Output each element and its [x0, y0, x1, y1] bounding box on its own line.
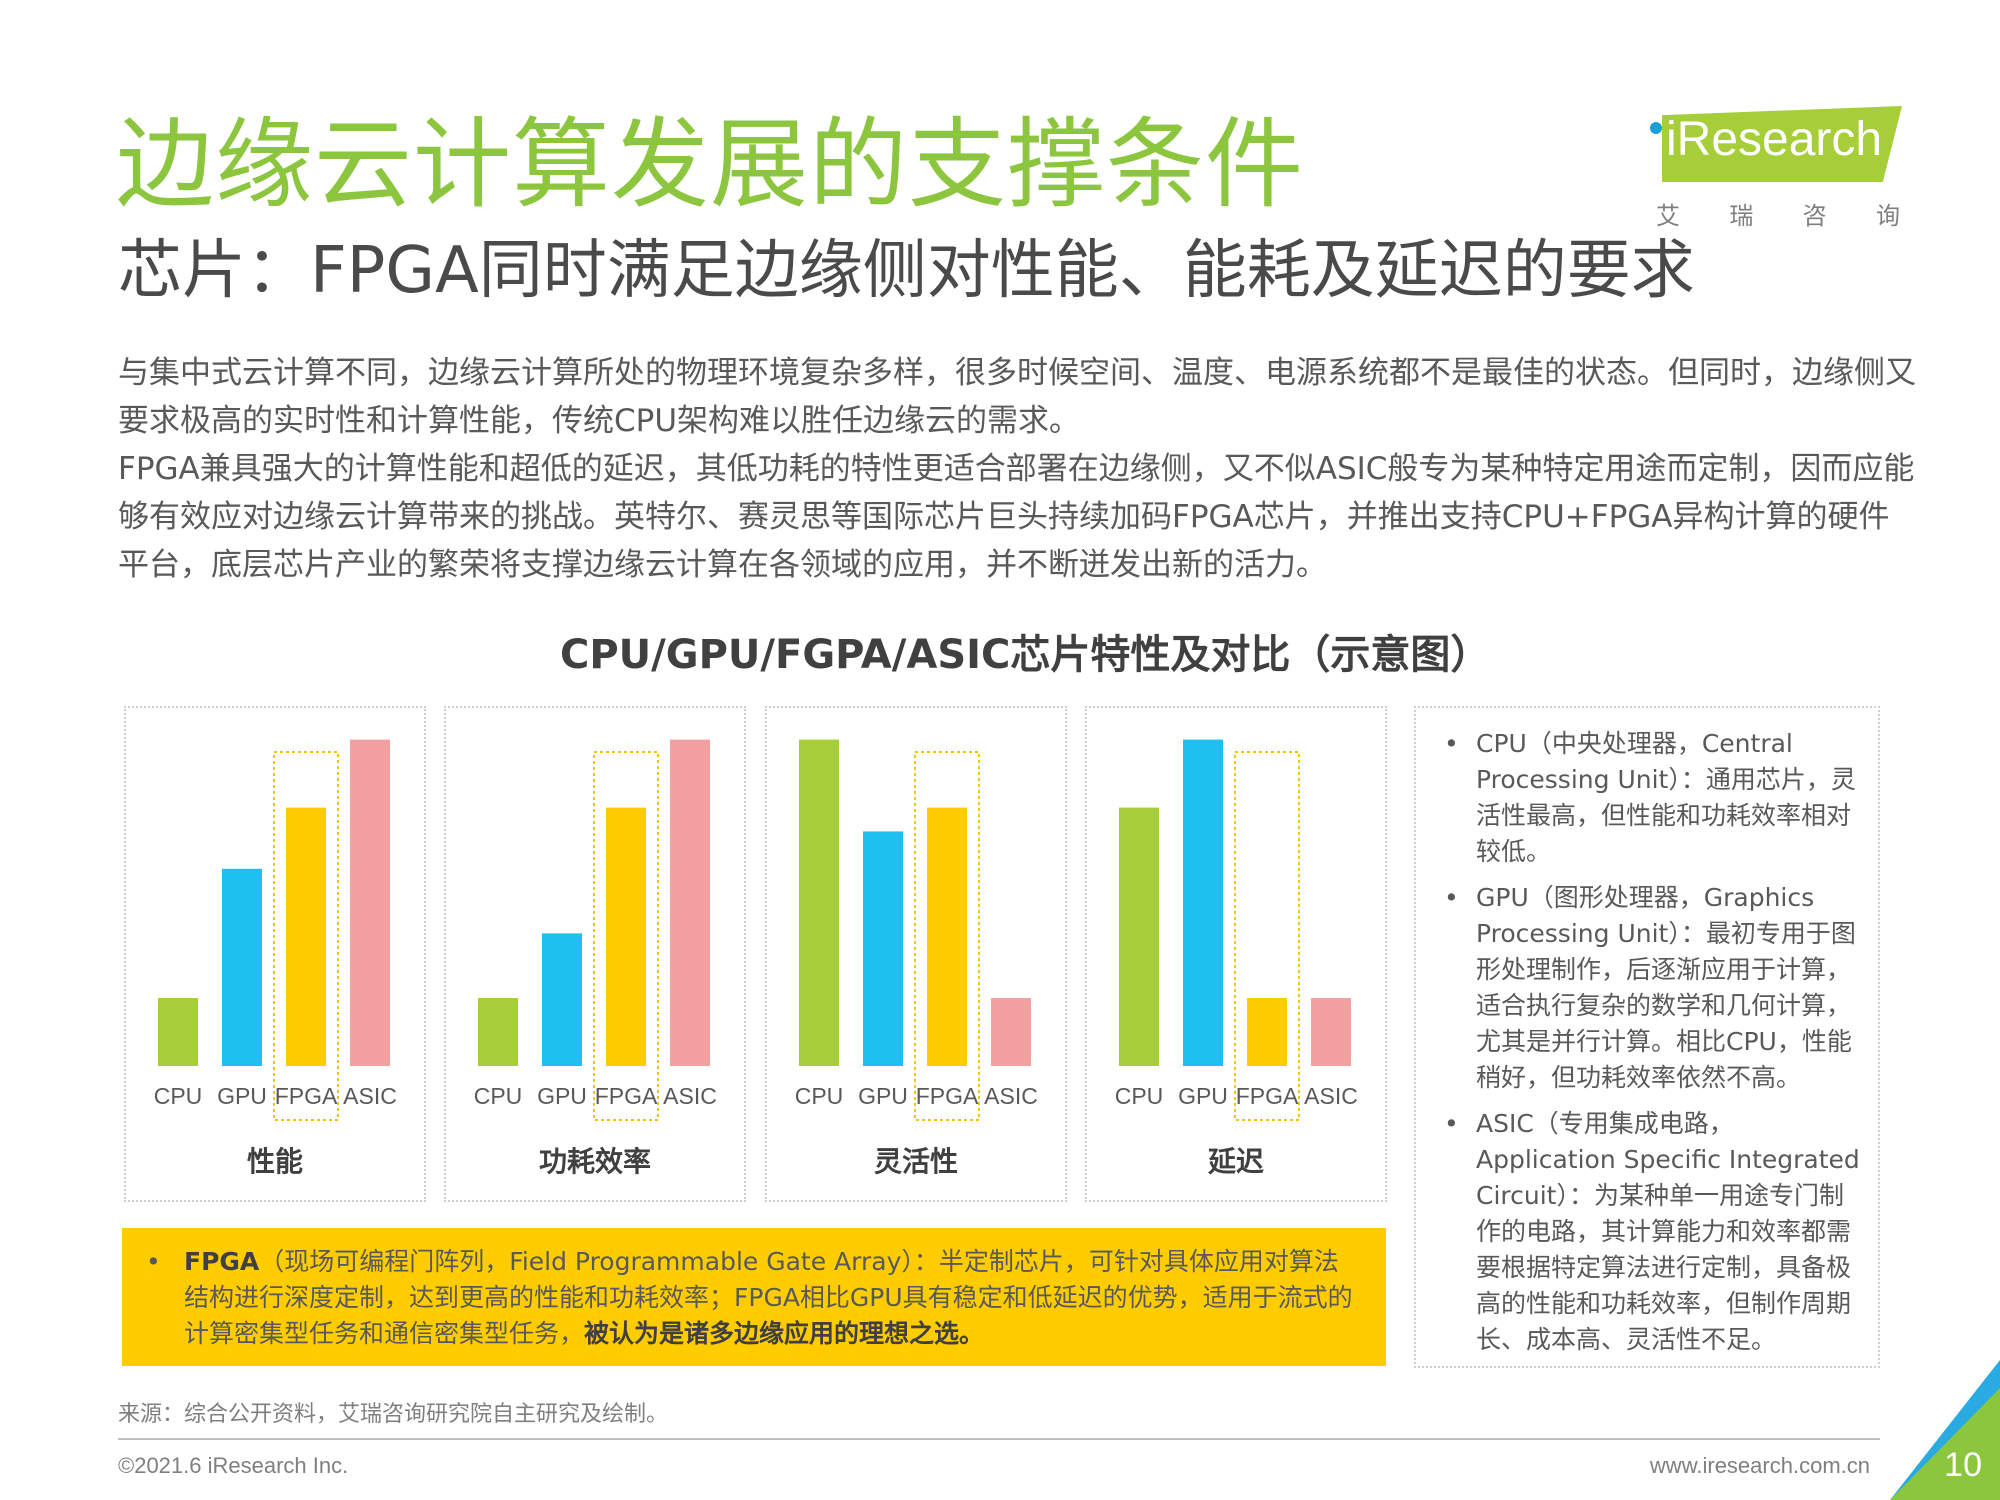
info-text: GPU（图形处理器，Graphics Processing Unit）：最初专用… — [1476, 883, 1856, 1092]
info-item-cpu: • CPU（中央处理器，Central Processing Unit）：通用芯… — [1434, 726, 1864, 870]
bar-cpu — [478, 998, 518, 1066]
logo-dot-icon — [1650, 122, 1662, 134]
bar-asic — [991, 998, 1031, 1066]
body-paragraph-1: 与集中式云计算不同，边缘云计算所处的物理环境复杂多样，很多时候空间、温度、电源系… — [118, 355, 1916, 439]
info-item-asic: • ASIC（专用集成电路，Application Specific Integ… — [1434, 1106, 1864, 1358]
chart-xlabel: 延迟 — [1207, 1145, 1264, 1178]
tick-label-asic: ASIC — [343, 1083, 397, 1109]
logo-chinese-name: 艾 瑞 咨 询 — [1656, 196, 1900, 231]
fpga-highlight-frame — [593, 751, 659, 1121]
chart-xlabel: 性能 — [246, 1145, 303, 1178]
fpga-highlight-frame — [914, 751, 980, 1121]
logo-char: 瑞 — [1729, 202, 1754, 230]
logo-char: 艾 — [1656, 202, 1680, 230]
bar-gpu — [542, 933, 582, 1066]
tick-label-fpga: FPGA — [916, 1083, 979, 1109]
bar-fpga — [927, 807, 967, 1066]
info-item-gpu: • GPU（图形处理器，Graphics Processing Unit）：最初… — [1434, 880, 1864, 1096]
chart-xlabel: 灵活性 — [873, 1145, 958, 1178]
fpga-highlight-frame — [1234, 751, 1300, 1121]
logo-char: 询 — [1875, 202, 1900, 230]
bar-cpu — [1119, 807, 1159, 1066]
logo-char: 咨 — [1802, 202, 1827, 230]
fpga-note-text: FPGA（现场可编程门阵列，Field Programmable Gate Ar… — [184, 1244, 1362, 1352]
info-text: ASIC（专用集成电路，Application Specific Integra… — [1476, 1109, 1860, 1354]
tick-label-cpu: CPU — [1115, 1083, 1164, 1109]
tick-label-gpu: GPU — [537, 1083, 587, 1109]
chart-latency: CPU GPU FPGA ASIC — [1115, 739, 1358, 1121]
fpga-highlight-frame — [273, 751, 339, 1121]
bullet: • — [1444, 883, 1459, 912]
bar-gpu — [1183, 739, 1223, 1066]
chart-panel-flexibility: CPU GPU FPGA ASIC 灵活性 — [765, 706, 1067, 1202]
bullet: • — [1444, 729, 1459, 758]
bar-fpga — [606, 807, 646, 1066]
tick-label-asic: ASIC — [984, 1083, 1038, 1109]
chart-panel-latency: CPU GPU FPGA ASIC 延迟 — [1085, 706, 1387, 1202]
page-subtitle: 芯片：FPGA同时满足边缘侧对性能、能耗及延迟的要求 — [118, 234, 1695, 308]
footer-divider — [118, 1438, 1880, 1440]
fpga-lead: FPGA — [184, 1247, 260, 1276]
fpga-emphasis: 被认为是诸多边缘应用的理想之选。 — [584, 1319, 985, 1348]
chart-panel-performance: CPU GPU FPGA ASIC 性能 — [124, 706, 426, 1202]
bar-asic — [350, 739, 390, 1066]
tick-label-cpu: CPU — [474, 1083, 523, 1109]
tick-label-fpga: FPGA — [275, 1083, 338, 1109]
bar-gpu — [863, 831, 903, 1066]
page-title: 边缘云计算发展的支撑条件 — [116, 108, 1305, 222]
iresearch-logo: iResearch 艾 瑞 咨 询 — [1650, 106, 1902, 230]
bar-fpga — [286, 807, 326, 1066]
chart-xlabel: 功耗效率 — [538, 1145, 651, 1178]
tick-label-cpu: CPU — [154, 1083, 203, 1109]
fpga-body: （现场可编程门阵列，Field Programmable Gate Array）… — [184, 1247, 1353, 1348]
logo-badge — [1662, 106, 1902, 182]
bar-asic — [670, 739, 710, 1066]
website-link[interactable]: www.iresearch.com.cn — [1649, 1453, 1870, 1478]
tick-label-gpu: GPU — [858, 1083, 908, 1109]
source-note: 来源：综合公开资料，艾瑞咨询研究院自主研究及绘制。 — [118, 1402, 669, 1427]
tick-label-fpga: FPGA — [595, 1083, 658, 1109]
bullet: • — [146, 1247, 161, 1276]
tick-label-asic: ASIC — [1304, 1083, 1358, 1109]
tick-label-gpu: GPU — [1178, 1083, 1228, 1109]
tick-label-asic: ASIC — [663, 1083, 717, 1109]
chart-power-efficiency: CPU GPU FPGA ASIC — [474, 739, 717, 1121]
body-paragraph-2: FPGA兼具强大的计算性能和超低的延迟，其低功耗的特性更适合部署在边缘侧，又不似… — [118, 451, 1915, 583]
info-text: CPU（中央处理器，Central Processing Unit）：通用芯片，… — [1476, 729, 1856, 866]
bar-cpu — [158, 998, 198, 1066]
chart-title: CPU/GPU/FGPA/ASIC芯片特性及对比（示意图） — [560, 632, 1491, 678]
tick-label-cpu: CPU — [795, 1083, 844, 1109]
bar-asic — [1311, 998, 1351, 1066]
tick-label-fpga: FPGA — [1236, 1083, 1299, 1109]
bar-cpu — [799, 739, 839, 1066]
bullet: • — [1444, 1109, 1459, 1138]
fpga-note: • FPGA（现场可编程门阵列，Field Programmable Gate … — [142, 1244, 1362, 1352]
chart-panel-power-efficiency: CPU GPU FPGA ASIC 功耗效率 — [444, 706, 746, 1202]
chart-flexibility: CPU GPU FPGA ASIC — [795, 739, 1038, 1121]
chip-info-panel: • CPU（中央处理器，Central Processing Unit）：通用芯… — [1414, 706, 1880, 1368]
copyright: ©2021.6 iResearch Inc. — [118, 1453, 349, 1478]
fpga-callout: • FPGA（现场可编程门阵列，Field Programmable Gate … — [122, 1228, 1386, 1366]
bar-fpga — [1247, 998, 1287, 1066]
chart-performance: CPU GPU FPGA ASIC — [154, 739, 397, 1121]
logo-text: iResearch — [1666, 113, 1883, 166]
tick-label-gpu: GPU — [217, 1083, 267, 1109]
page-number: 10 — [1944, 1446, 1982, 1484]
bar-gpu — [222, 868, 262, 1066]
